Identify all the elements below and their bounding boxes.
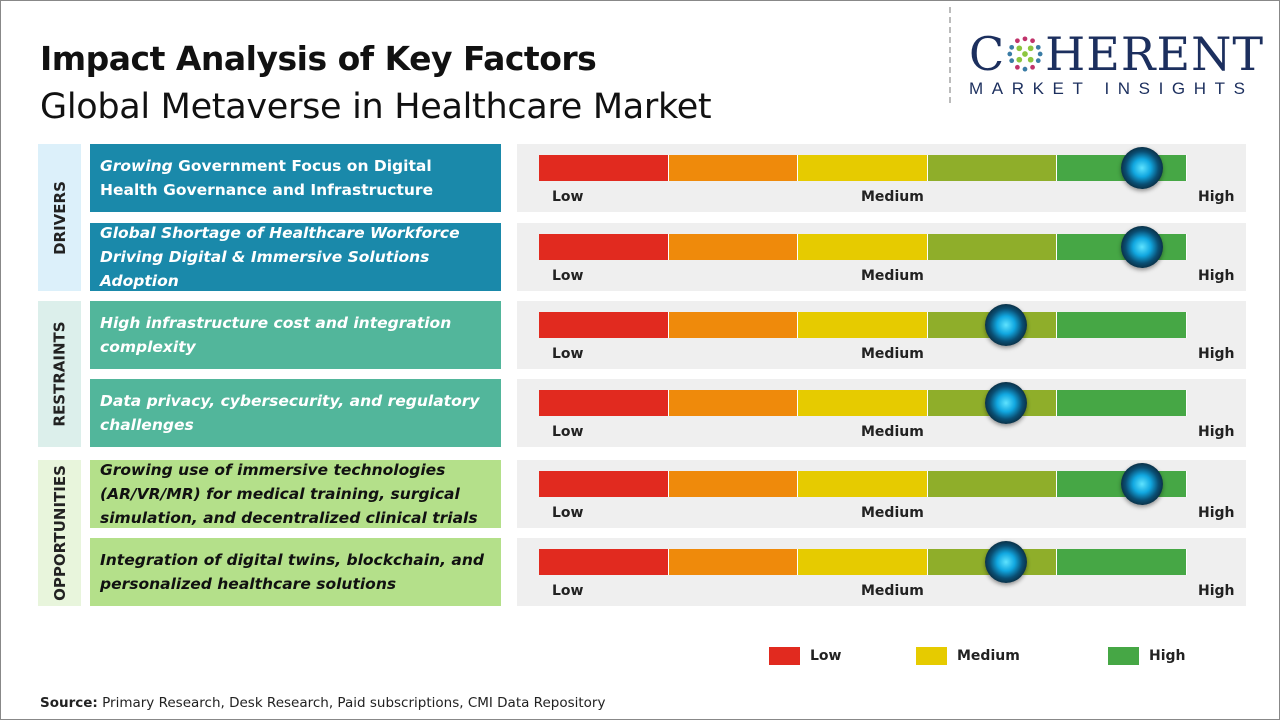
scale-low-label: Low: [552, 346, 584, 362]
factor-text-italic: Integration of digital twins, blockchain…: [100, 551, 484, 593]
impact-marker: [1120, 147, 1163, 189]
gauge-segment: [1057, 312, 1187, 338]
logo-globe-icon: [1007, 36, 1043, 72]
impact-gauge: Low Medium High: [517, 301, 1246, 369]
page-title: Impact Analysis of Key Factors: [40, 39, 597, 78]
legend-item: Medium: [916, 647, 1108, 665]
category-label-drivers: DRIVERS: [38, 144, 81, 291]
gauge-segment: [798, 312, 928, 338]
legend-swatch: [1108, 647, 1139, 665]
impact-gauge: Low Medium High: [517, 538, 1246, 606]
gauge-segment: [927, 155, 1058, 181]
legend-item: High: [1108, 647, 1188, 665]
scale-medium-label: Medium: [861, 505, 924, 521]
factor-text-italic: Global Shortage of Healthcare Workforce …: [100, 224, 460, 290]
scale-low-label: Low: [552, 505, 584, 521]
scale-low-label: Low: [552, 424, 584, 440]
category-name: DRIVERS: [50, 180, 69, 255]
gauge-segment: [539, 390, 669, 416]
gauge-segment: [798, 390, 928, 416]
legend-swatch: [769, 647, 800, 665]
legend-swatch: [916, 647, 947, 665]
gauge-segment: [668, 549, 799, 575]
legend-label: Low: [810, 648, 842, 664]
legend-label: Medium: [957, 648, 1020, 664]
gauge-segment: [539, 234, 669, 260]
impact-marker: [984, 541, 1027, 583]
scale-high-label: High: [1198, 346, 1235, 362]
scale-medium-label: Medium: [861, 346, 924, 362]
source-label: Source:: [40, 695, 98, 711]
scale-medium-label: Medium: [861, 268, 924, 284]
impact-marker: [984, 304, 1027, 346]
legend-item: Low: [769, 647, 916, 665]
gauge-segment: [1057, 390, 1187, 416]
gauge-segment: [927, 234, 1058, 260]
logo: C HERENT MARKET INSIGHTS: [969, 27, 1264, 98]
gauge-segment: [668, 471, 799, 497]
gauge-segment: [539, 549, 669, 575]
scale-high-label: High: [1198, 189, 1235, 205]
gauge-segment: [927, 471, 1058, 497]
factor-label: Integration of digital twins, blockchain…: [90, 538, 501, 606]
scale-low-label: Low: [552, 268, 584, 284]
gauge-segment: [798, 471, 928, 497]
factor-label: Data privacy, cybersecurity, and regulat…: [90, 379, 501, 447]
gauge-bar: [539, 155, 1187, 181]
gauge-segment: [1057, 549, 1187, 575]
impact-marker: [1120, 463, 1163, 505]
scale-high-label: High: [1198, 505, 1235, 521]
impact-marker: [984, 382, 1027, 424]
factor-text-italic: Growing: [100, 157, 173, 175]
impact-gauge: Low Medium High: [517, 223, 1246, 291]
scale-high-label: High: [1198, 424, 1235, 440]
gauge-bar: [539, 471, 1187, 497]
scale-high-label: High: [1198, 268, 1235, 284]
gauge-segment: [668, 234, 799, 260]
category-name: RESTRAINTS: [50, 321, 69, 427]
impact-marker: [1120, 226, 1163, 268]
gauge-segment: [798, 234, 928, 260]
divider: [949, 7, 951, 103]
factor-label: Growing Government Focus on Digital Heal…: [90, 144, 501, 212]
impact-gauge: Low Medium High: [517, 460, 1246, 528]
source-text: Primary Research, Desk Research, Paid su…: [97, 695, 606, 711]
category-name: OPPORTUNITIES: [50, 465, 69, 601]
gauge-bar: [539, 390, 1187, 416]
scale-medium-label: Medium: [861, 189, 924, 205]
scale-low-label: Low: [552, 583, 584, 599]
gauge-segment: [798, 155, 928, 181]
factor-label: High infrastructure cost and integration…: [90, 301, 501, 369]
gauge-bar: [539, 312, 1187, 338]
gauge-segment: [668, 155, 799, 181]
gauge-segment: [668, 312, 799, 338]
gauge-bar: [539, 549, 1187, 575]
page-subtitle: Global Metaverse in Healthcare Market: [40, 87, 712, 127]
factor-label: Growing use of immersive technologies (A…: [90, 460, 501, 528]
gauge-bar: [539, 234, 1187, 260]
factor-label: Global Shortage of Healthcare Workforce …: [90, 223, 501, 291]
gauge-segment: [539, 471, 669, 497]
factor-text-italic: Growing use of immersive technologies (A…: [100, 461, 478, 527]
category-label-opportunities: OPPORTUNITIES: [38, 460, 81, 606]
scale-medium-label: Medium: [861, 583, 924, 599]
impact-gauge: Low Medium High: [517, 379, 1246, 447]
gauge-segment: [539, 312, 669, 338]
legend: Low Medium High: [769, 647, 1188, 665]
factor-text-italic: High infrastructure cost and integration…: [100, 314, 452, 356]
category-label-restraints: RESTRAINTS: [38, 301, 81, 447]
source-note: Source: Primary Research, Desk Research,…: [40, 695, 605, 711]
gauge-segment: [798, 549, 928, 575]
factor-text: Government Focus on Digital Health Gover…: [100, 157, 434, 199]
impact-gauge: Low Medium High: [517, 144, 1246, 212]
scale-low-label: Low: [552, 189, 584, 205]
legend-label: High: [1149, 648, 1186, 664]
gauge-segment: [668, 390, 799, 416]
scale-high-label: High: [1198, 583, 1235, 599]
factor-text-italic: Data privacy, cybersecurity, and regulat…: [100, 392, 480, 434]
gauge-segment: [539, 155, 669, 181]
scale-medium-label: Medium: [861, 424, 924, 440]
